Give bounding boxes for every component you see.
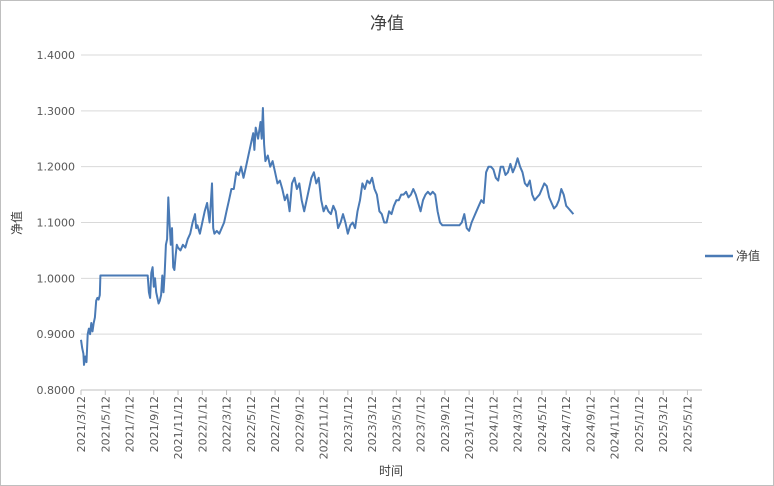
y-tick-label: 0.9000 [37, 328, 76, 341]
x-tick-label: 2021/5/12 [99, 396, 112, 452]
x-tick-label: 2023/7/12 [415, 396, 428, 452]
x-tick-label: 2025/5/12 [681, 396, 694, 452]
x-tick-label: 2022/11/12 [318, 396, 331, 459]
chart-title: 净值 [370, 14, 404, 34]
x-tick-label: 2022/9/12 [293, 396, 306, 452]
x-tick-label: 2024/1/12 [487, 396, 500, 452]
legend: 净值 [705, 248, 760, 263]
x-axis-title: 时间 [379, 464, 403, 478]
y-tick-label: 1.1000 [37, 217, 76, 230]
x-tick-label: 2023/11/12 [463, 396, 476, 459]
x-tick-label: 2024/11/12 [609, 396, 622, 459]
x-tick-label: 2023/5/12 [390, 396, 403, 452]
y-tick-label: 1.0000 [37, 272, 76, 285]
y-tick-label: 0.8000 [37, 384, 76, 397]
x-tick-label: 2022/1/12 [196, 396, 209, 452]
x-tick-label: 2024/3/12 [512, 396, 525, 452]
series-line-jingzhi [80, 107, 575, 366]
x-tick-label: 2024/5/12 [536, 396, 549, 452]
x-tick-label: 2021/9/12 [148, 396, 161, 452]
x-tick-label: 2023/3/12 [366, 396, 379, 452]
y-axis-title: 净值 [9, 211, 24, 235]
gridlines [81, 54, 702, 391]
y-tick-label: 1.2000 [37, 161, 76, 174]
y-axis-ticks: 0.8000 0.9000 1.0000 1.1000 1.2000 1.3000 1.40… [37, 49, 76, 397]
y-tick-label: 1.4000 [37, 49, 76, 62]
x-tick-label: 2025/3/12 [657, 396, 670, 452]
x-tick-label: 2021/7/12 [124, 396, 137, 452]
series-layer [80, 107, 575, 366]
x-tick-label: 2023/1/12 [342, 396, 355, 452]
x-tick-label: 2025/1/12 [633, 396, 646, 452]
legend-label: 净值 [736, 248, 760, 263]
x-tick-label: 2021/11/12 [172, 396, 185, 459]
x-tick-label: 2022/5/12 [245, 396, 258, 452]
x-tick-label: 2024/7/12 [560, 396, 573, 452]
y-tick-label: 1.3000 [37, 105, 76, 118]
x-tick-label: 2022/7/12 [269, 396, 282, 452]
x-tick-label: 2023/9/12 [439, 396, 452, 452]
x-tick-label: 2021/3/12 [75, 396, 88, 452]
x-tick-label: 2024/9/12 [584, 396, 597, 452]
x-tick-label: 2022/3/12 [221, 396, 234, 452]
x-axis-ticks: 2021/3/12 2021/5/12 2021/7/12 2021/9/12 2021… [75, 390, 694, 459]
